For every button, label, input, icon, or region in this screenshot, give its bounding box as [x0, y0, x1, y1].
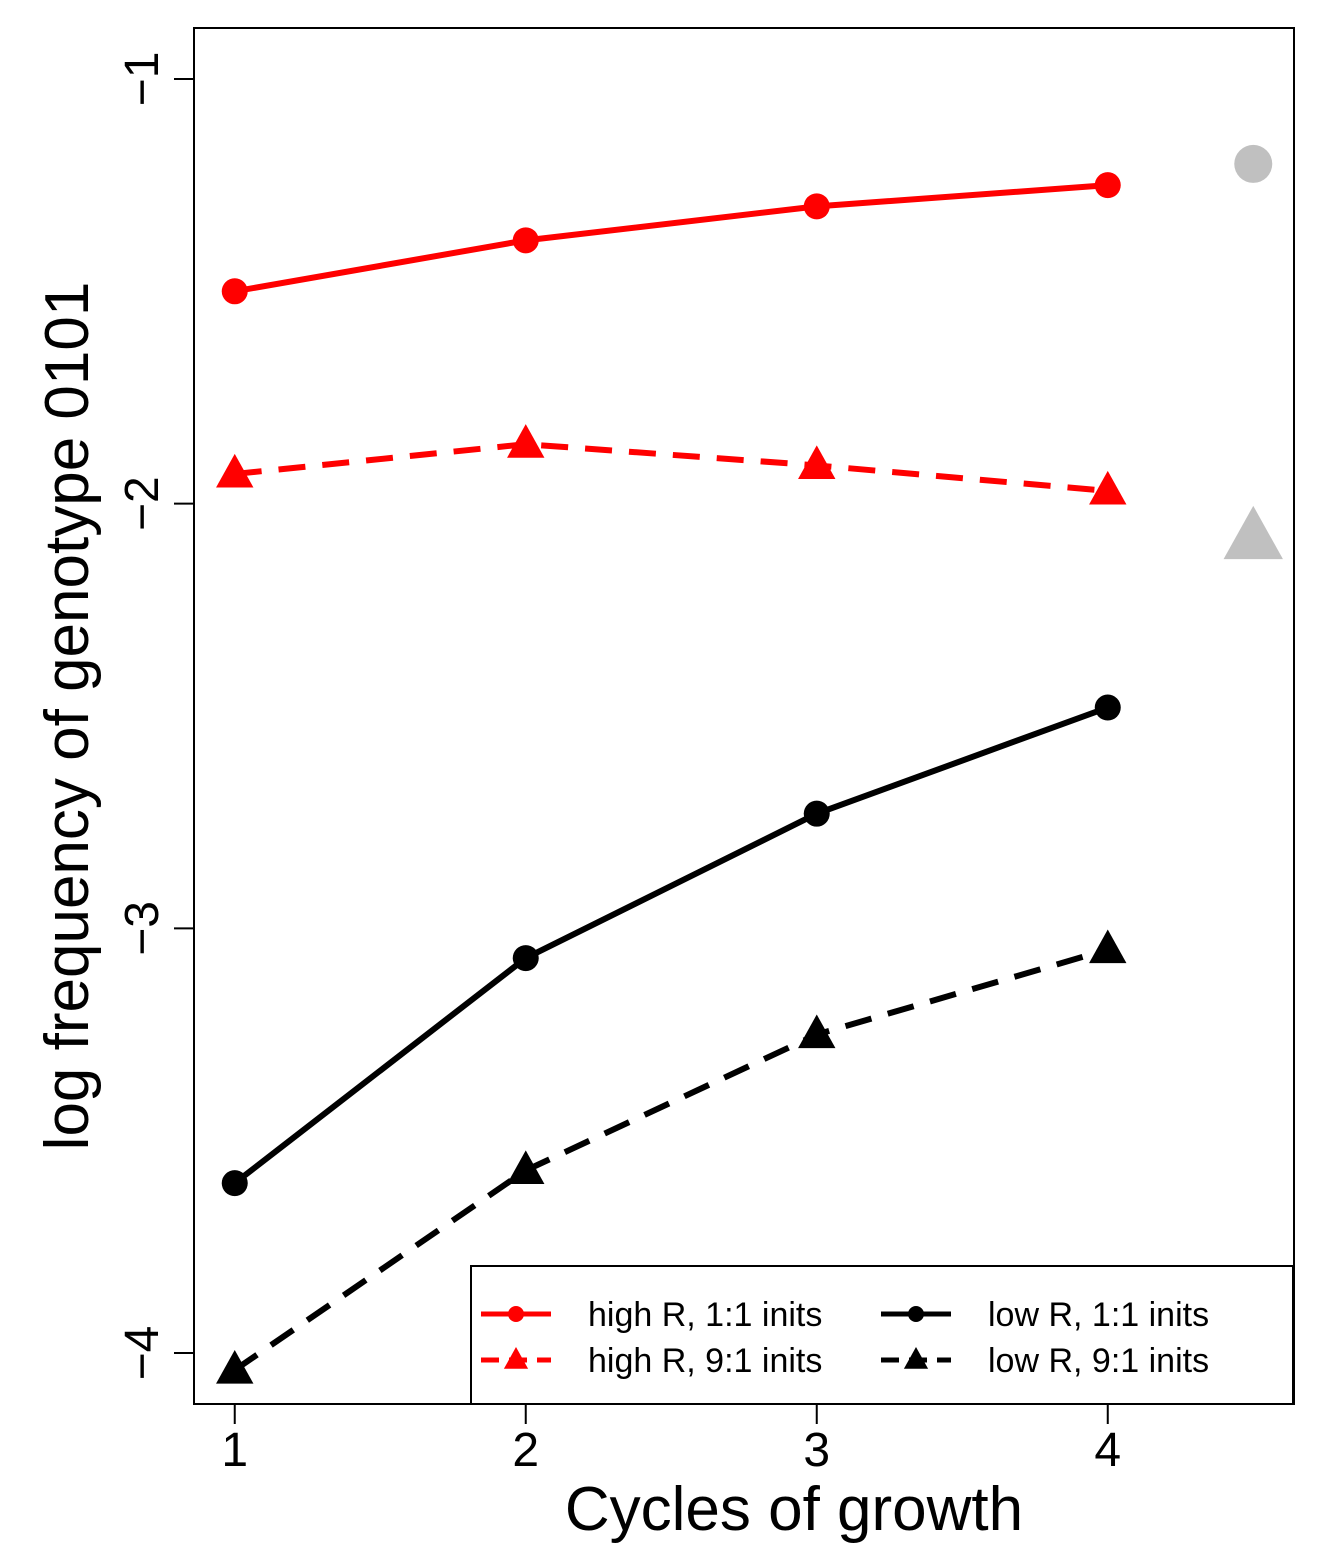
data-point-3-3 — [1089, 929, 1127, 964]
series-line-2 — [232, 704, 1109, 1186]
x-tick-label-0: 1 — [221, 1424, 248, 1477]
data-point-0-2 — [803, 193, 830, 220]
legend-entry-3: low R, 9:1 inits — [881, 1342, 1209, 1380]
series-1 — [216, 424, 1127, 505]
legend-label-1: high R, 9:1 inits — [588, 1342, 822, 1380]
data-point-2-0 — [221, 1170, 248, 1197]
x-tick-label-2: 3 — [803, 1424, 830, 1477]
extra-point-1 — [1223, 505, 1283, 560]
x-axis-title: Cycles of growth — [565, 1475, 1023, 1544]
data-point-1-0 — [216, 453, 254, 488]
extra-point-0 — [1234, 144, 1273, 183]
plot-frame — [193, 27, 1295, 1405]
legend-entry-2: low R, 1:1 inits — [881, 1296, 1209, 1334]
y-axis-title: log frequency of genotype 0101 — [33, 282, 102, 1151]
series-line-0 — [234, 182, 1108, 295]
legend-marker-1 — [503, 1347, 529, 1369]
series-line-3 — [233, 946, 1109, 1373]
x-axis: 1 2 3 4 Cycles of growth — [221, 1403, 1121, 1544]
series-0 — [221, 172, 1121, 305]
legend-label-0: high R, 1:1 inits — [588, 1296, 822, 1334]
data-point-0-1 — [512, 227, 539, 254]
legend-entry-0: high R, 1:1 inits — [481, 1296, 822, 1334]
x-tick-label-1: 2 — [512, 1424, 539, 1477]
legend-marker-0 — [508, 1306, 524, 1322]
legend-entry-1: high R, 9:1 inits — [481, 1342, 822, 1380]
data-point-3-0 — [216, 1349, 254, 1384]
data-point-3-1 — [507, 1150, 545, 1184]
data-point-3-2 — [798, 1014, 836, 1049]
y-tick-label-2: −2 — [116, 476, 169, 531]
y-tick-label-0: −4 — [116, 1326, 169, 1381]
data-point-0-3 — [1094, 172, 1121, 199]
data-point-1-2 — [798, 445, 836, 479]
legend-label-2: low R, 1:1 inits — [988, 1296, 1209, 1334]
y-tick-label-1: −3 — [116, 901, 169, 956]
series-2 — [221, 694, 1121, 1197]
data-point-1-1 — [507, 424, 545, 458]
series-3 — [216, 929, 1127, 1384]
legend-label-3: low R, 9:1 inits — [988, 1342, 1209, 1380]
series-line-1 — [234, 441, 1109, 494]
y-axis: −4 −3 −2 −1 log frequency of genotype 0101 — [33, 52, 195, 1381]
data-point-2-3 — [1094, 694, 1121, 721]
data-point-2-1 — [512, 945, 539, 972]
legend-box — [470, 1265, 1294, 1405]
x-tick-label-3: 4 — [1094, 1424, 1121, 1477]
legend-marker-3 — [903, 1347, 929, 1369]
legend-marker-2 — [908, 1306, 924, 1322]
y-tick-label-3: −1 — [116, 52, 169, 107]
data-point-2-2 — [803, 800, 830, 827]
data-point-0-0 — [221, 278, 248, 305]
data-point-1-3 — [1089, 470, 1127, 505]
